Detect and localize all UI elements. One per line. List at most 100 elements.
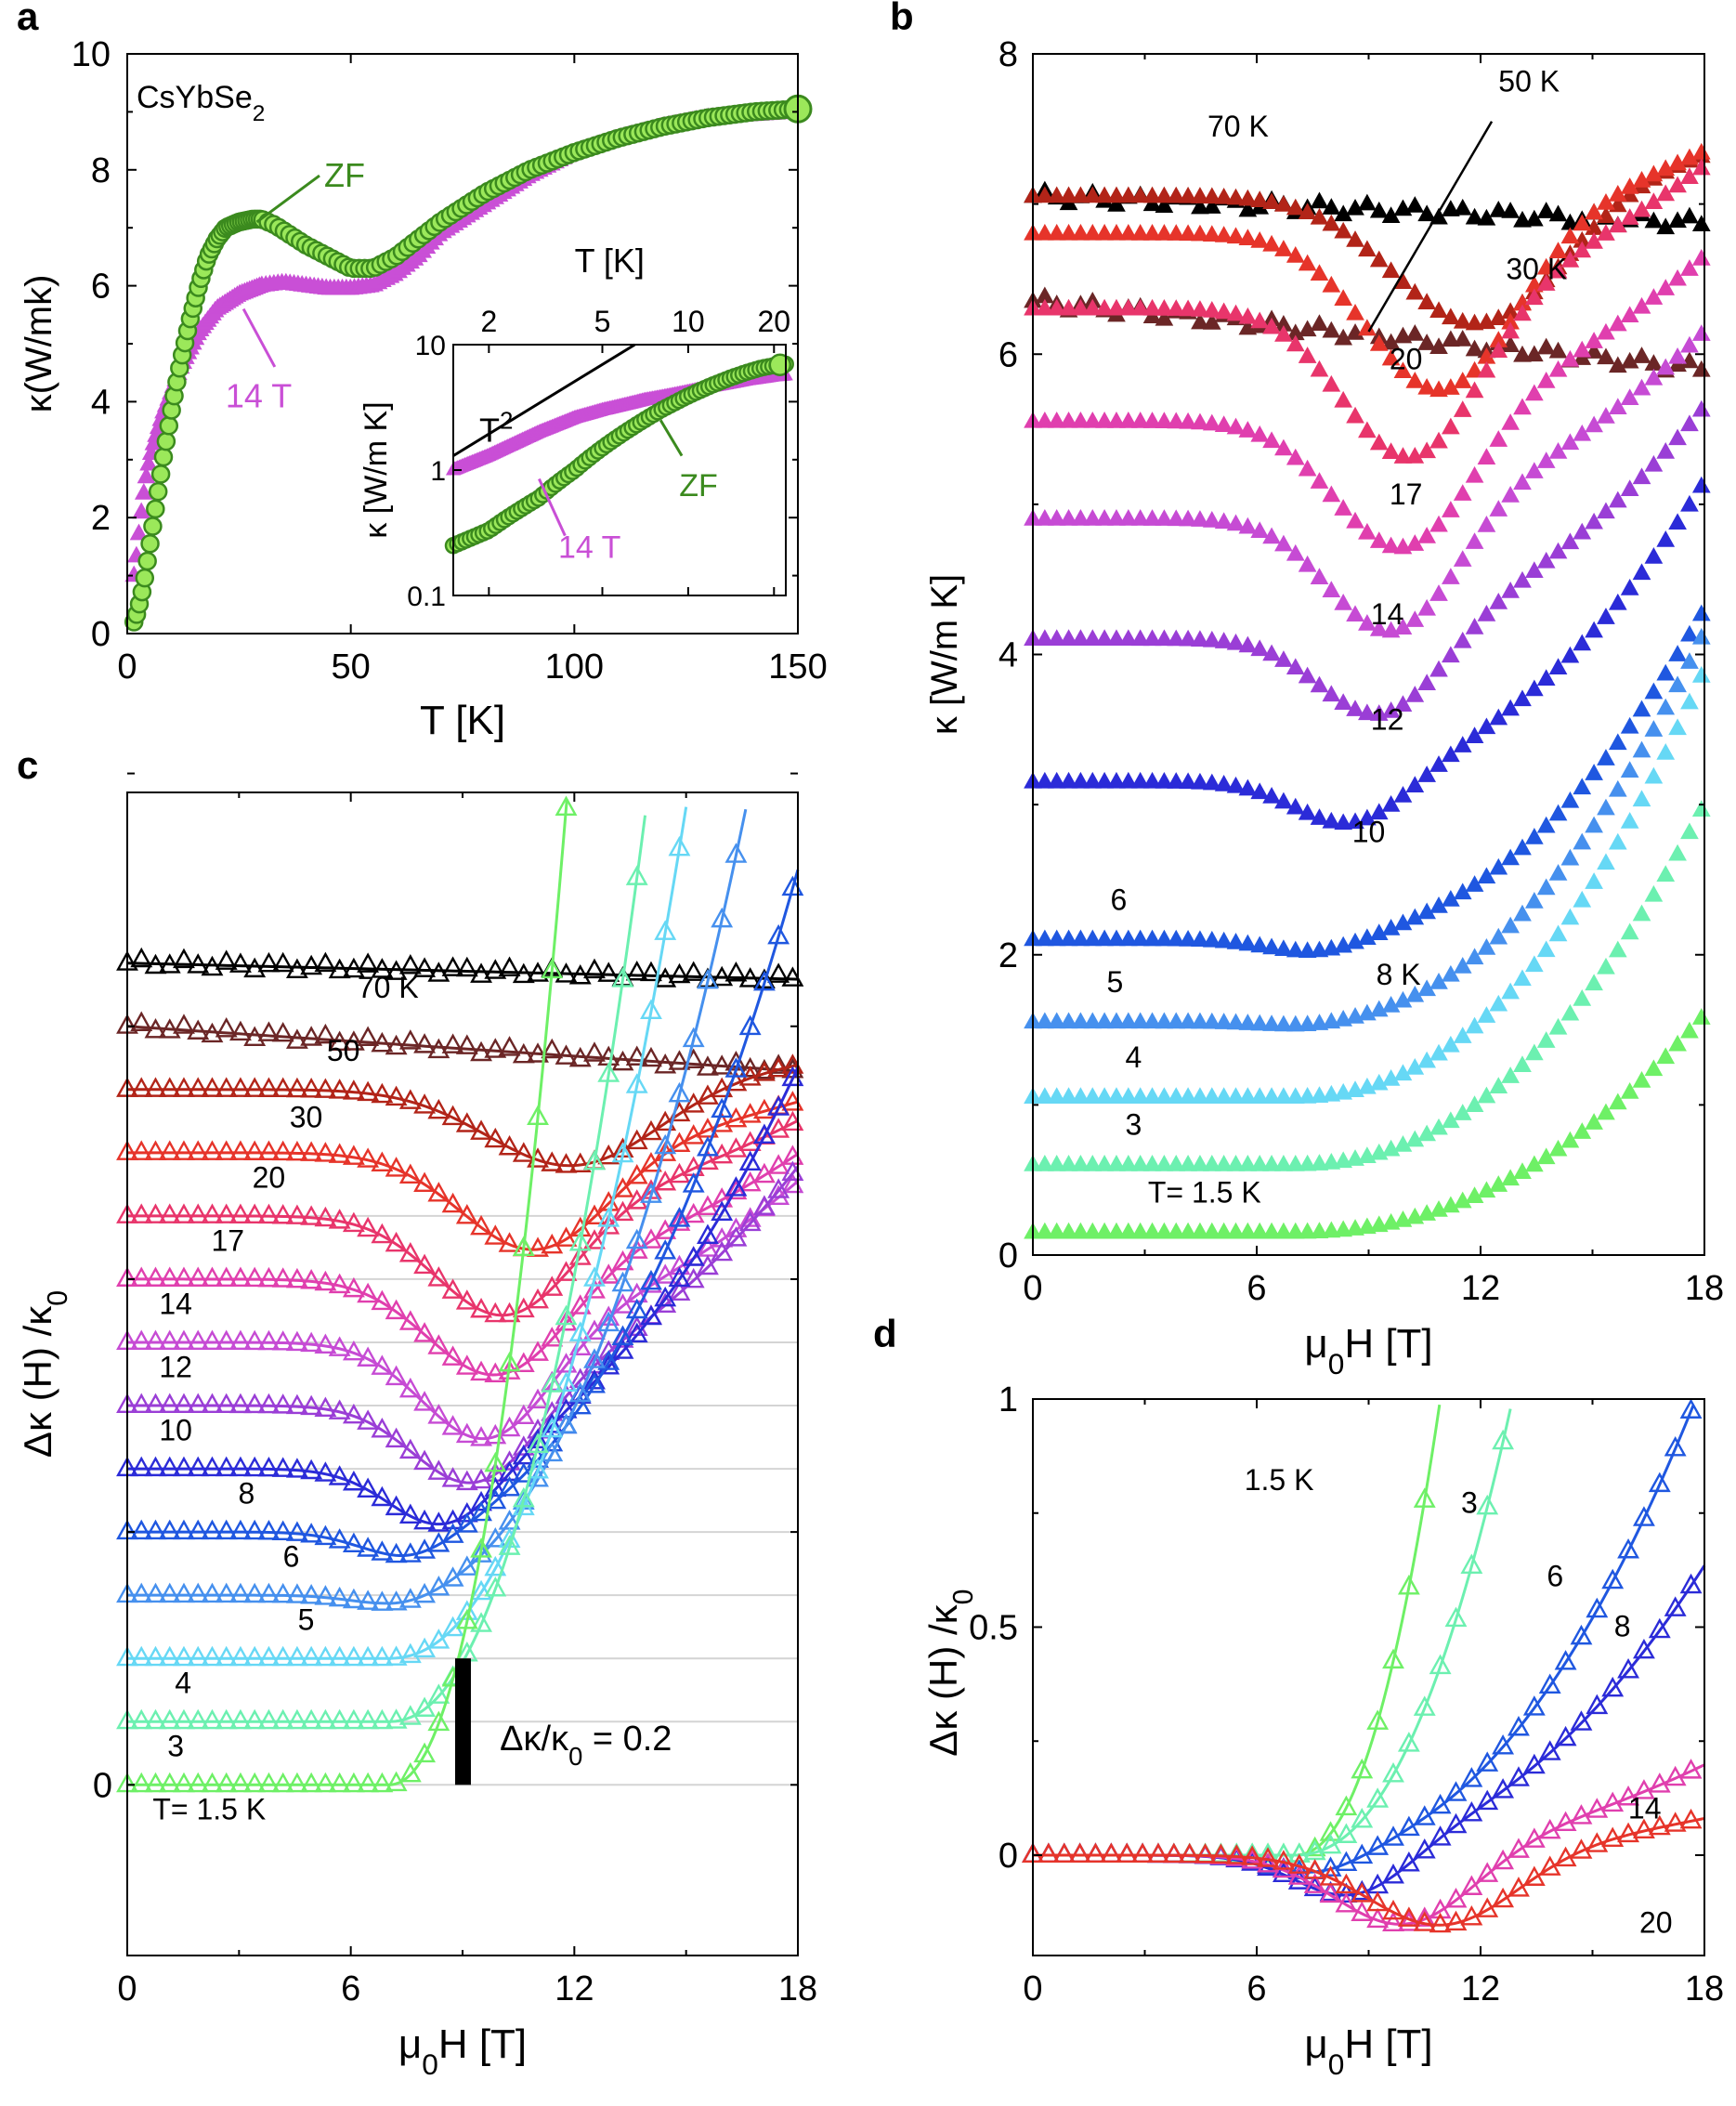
marker-open xyxy=(257,1456,281,1477)
marker-open xyxy=(484,1038,507,1058)
panel-b-data xyxy=(1024,142,1711,1239)
marker-17 xyxy=(1262,317,1281,334)
marker-open xyxy=(300,1523,323,1543)
marker-open xyxy=(583,1149,606,1171)
marker-14 xyxy=(1620,306,1639,323)
marker-5 xyxy=(1608,779,1627,797)
curve-label: 3 xyxy=(1461,1486,1478,1520)
x-tick-label: 0 xyxy=(1023,1969,1042,2008)
curve-label: 4 xyxy=(1126,1040,1142,1074)
marker-14 xyxy=(1680,259,1699,276)
marker-open xyxy=(498,1535,521,1555)
marker-open xyxy=(158,1772,181,1793)
marker-30K xyxy=(1250,190,1270,207)
marker-open xyxy=(1382,1899,1404,1920)
marker-10 xyxy=(1107,629,1126,647)
label-part: κ xyxy=(524,1720,542,1759)
marker-open xyxy=(1100,1842,1123,1864)
marker-open xyxy=(455,1289,478,1310)
marker-open xyxy=(441,1278,464,1299)
marker-open xyxy=(398,1377,422,1398)
marker-open xyxy=(144,1329,167,1350)
marker-50K xyxy=(1334,328,1353,346)
marker-12 xyxy=(1310,568,1329,584)
marker-open xyxy=(427,961,450,982)
marker-30K xyxy=(1310,207,1329,225)
marker-open xyxy=(527,1042,549,1063)
marker-open xyxy=(398,1029,422,1050)
inset-T2-line xyxy=(452,343,636,457)
marker-open xyxy=(1319,1821,1342,1841)
marker-open xyxy=(243,1456,267,1477)
marker-open xyxy=(1100,1842,1123,1864)
marker-open xyxy=(328,1465,351,1485)
marker-open xyxy=(470,1500,492,1522)
y-tick-label: 0.5 xyxy=(969,1608,1018,1647)
marker-open xyxy=(285,1028,308,1049)
marker-open xyxy=(357,1216,380,1237)
marker-8K xyxy=(1691,476,1711,493)
marker-30K xyxy=(1095,186,1114,203)
marker-12 xyxy=(1620,388,1639,405)
marker-open xyxy=(300,1708,323,1730)
marker-50K xyxy=(1585,342,1603,359)
marker-open xyxy=(300,1394,323,1416)
marker-4 xyxy=(1047,1087,1066,1104)
marker-70K xyxy=(1453,198,1472,216)
marker-6 xyxy=(1548,804,1568,821)
marker-open xyxy=(1335,1873,1358,1894)
marker-open xyxy=(1460,1801,1483,1822)
inset-y-tick-label: 10 xyxy=(415,331,446,361)
annotation-line-ZF xyxy=(255,174,320,224)
marker-open xyxy=(455,1470,478,1491)
marker-open xyxy=(1492,1429,1515,1450)
marker-8K xyxy=(1262,787,1281,804)
marker-open xyxy=(1413,1805,1436,1825)
marker-50K xyxy=(1632,347,1651,363)
marker-12 xyxy=(1036,509,1054,526)
marker-open xyxy=(427,1266,450,1287)
marker-open xyxy=(158,1393,181,1414)
marker-open xyxy=(144,1393,167,1414)
marker-50K xyxy=(1453,329,1472,347)
marker-open xyxy=(130,1772,153,1793)
marker-open xyxy=(1570,1804,1593,1825)
marker-open xyxy=(1257,1842,1279,1864)
marker-5 xyxy=(1274,1014,1293,1032)
marker-3 xyxy=(1501,1066,1520,1083)
marker-open xyxy=(357,1537,380,1557)
marker-50K xyxy=(1442,330,1460,347)
marker-12 xyxy=(1680,335,1699,353)
marker-3 xyxy=(1286,1154,1305,1171)
x-tick-label: 0 xyxy=(117,1969,137,2008)
y-tick-label: 0 xyxy=(91,615,111,654)
marker-17 xyxy=(1442,417,1460,435)
label-part: H [T] xyxy=(1344,1321,1432,1367)
x-tick-label: 18 xyxy=(778,1969,817,2008)
marker-open xyxy=(668,1081,691,1103)
marker-4 xyxy=(1501,982,1520,1000)
marker-open xyxy=(1131,1842,1155,1864)
marker-6 xyxy=(1118,929,1138,947)
marker-ZF xyxy=(146,499,165,519)
marker-open xyxy=(1522,1827,1546,1848)
marker-open xyxy=(427,1182,450,1202)
marker-open xyxy=(1538,1740,1561,1760)
marker-open xyxy=(215,1708,238,1730)
panel-letter-a: a xyxy=(17,0,39,38)
marker-open xyxy=(173,1140,195,1160)
marker-open xyxy=(158,1077,181,1097)
marker-open xyxy=(427,1038,450,1059)
marker-T=1.5K xyxy=(1036,1222,1054,1239)
marker-70K xyxy=(1346,198,1364,216)
marker-open xyxy=(1460,1875,1483,1895)
marker-open xyxy=(228,1203,252,1223)
marker-10 xyxy=(1644,454,1664,472)
marker-open xyxy=(201,1519,224,1540)
marker-30K xyxy=(1298,203,1317,219)
label-part: κ xyxy=(16,1411,59,1432)
marker-70K xyxy=(1691,215,1711,232)
marker-open xyxy=(328,1079,351,1099)
marker-open xyxy=(173,1014,195,1034)
marker-open xyxy=(314,1142,337,1162)
